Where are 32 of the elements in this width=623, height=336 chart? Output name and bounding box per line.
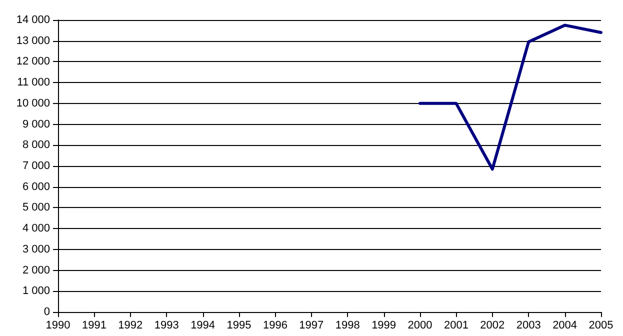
x-tick-label: 1998	[335, 320, 360, 332]
y-tick-label: 10 000	[16, 97, 50, 110]
line-series	[418, 24, 602, 171]
x-tick-label: 1996	[262, 320, 288, 332]
x-tick-label: 1992	[118, 320, 143, 332]
x-tick-label: 1991	[82, 320, 106, 332]
x-tick-label: 1994	[190, 320, 216, 332]
y-tick-label: 3 000	[22, 243, 50, 256]
y-tick-label: 12 000	[16, 56, 50, 68]
y-tick-label: 11 000	[17, 76, 50, 89]
x-tick-label: 1990	[46, 320, 70, 332]
y-tick-label: 13 000	[16, 34, 50, 47]
x-tick-label: 2002	[480, 320, 505, 332]
y-tick-label: 5 000	[22, 202, 50, 214]
x-tick-label: 1993	[154, 320, 179, 332]
y-tick-label: 4 000	[22, 222, 50, 235]
x-tick-label: 2005	[588, 320, 614, 332]
y-tick-label: 7 000	[22, 160, 50, 172]
y-tick-label: 6 000	[22, 180, 50, 193]
y-tick-label: 8 000	[22, 139, 50, 152]
y-tick-label: 1 000	[22, 285, 50, 298]
y-tick-label: 14 000	[16, 14, 50, 26]
x-tick-label: 1997	[299, 320, 324, 332]
y-tick-label: 0	[44, 306, 50, 318]
x-tick-label: 2000	[408, 320, 432, 332]
x-tick-label: 1999	[372, 320, 396, 332]
y-tick-label: 2 000	[22, 264, 50, 276]
x-tick-label: 2004	[552, 320, 578, 332]
x-tick-label: 2001	[444, 320, 468, 332]
x-tick-label: 2003	[516, 320, 541, 332]
x-tick-label: 1995	[226, 320, 252, 332]
y-tick-label: 9 000	[22, 118, 50, 130]
